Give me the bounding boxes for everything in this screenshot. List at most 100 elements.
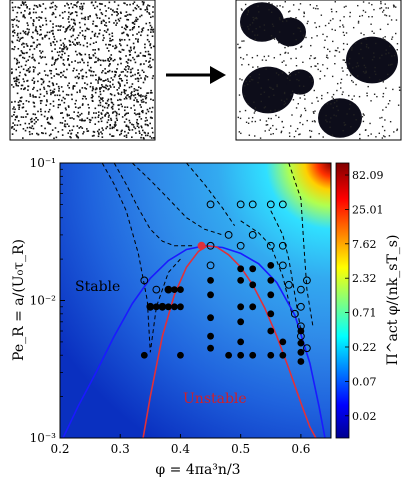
particle (73, 111, 75, 113)
particle (152, 99, 154, 101)
particle (120, 130, 123, 133)
particle (295, 48, 297, 50)
particle (124, 24, 127, 27)
particle (34, 66, 36, 69)
particle (129, 96, 132, 98)
particle (69, 129, 71, 132)
particle (278, 109, 280, 112)
particle (115, 129, 118, 131)
particle (52, 83, 54, 85)
particle (316, 96, 318, 99)
open-marker (278, 241, 287, 250)
particle (290, 17, 292, 19)
particle (138, 130, 141, 133)
particle (387, 52, 390, 54)
particle (145, 112, 148, 115)
particle (31, 57, 33, 59)
particle (382, 109, 384, 111)
particle (111, 135, 114, 137)
filled-marker (297, 348, 305, 356)
particle (132, 74, 134, 77)
particle (314, 22, 316, 24)
particle (272, 132, 274, 135)
particle (342, 48, 345, 51)
particle (139, 15, 141, 18)
particle (114, 44, 117, 47)
particle (117, 63, 119, 66)
particle (77, 107, 80, 109)
particle (376, 95, 378, 98)
particle (127, 132, 130, 134)
particle (81, 6, 83, 8)
particle (100, 112, 103, 114)
particle (15, 62, 18, 65)
particle (322, 33, 324, 36)
particle (12, 122, 14, 124)
particle (27, 32, 29, 35)
particle (89, 119, 92, 121)
particle (11, 19, 13, 21)
particle (39, 88, 42, 91)
particle (60, 56, 63, 59)
critical-point (197, 241, 206, 250)
particle (119, 84, 121, 87)
particle (287, 45, 289, 48)
particle (49, 20, 52, 22)
particle (247, 122, 250, 124)
particle (134, 78, 137, 80)
particle (26, 6, 28, 9)
particle (27, 89, 29, 91)
particle (42, 3, 45, 5)
particle (379, 7, 381, 10)
particle (391, 36, 394, 38)
particle (120, 44, 122, 47)
particle (61, 129, 64, 131)
particle (42, 80, 45, 83)
particle (123, 109, 126, 112)
particle (52, 90, 54, 93)
particle (40, 113, 43, 116)
particle (330, 8, 333, 10)
particle (27, 59, 30, 61)
particle (136, 4, 139, 7)
particle (296, 127, 299, 130)
particle (40, 110, 42, 113)
particle (152, 58, 154, 61)
particle (87, 130, 90, 132)
particle (108, 21, 111, 23)
particle (342, 31, 345, 34)
particle (62, 50, 64, 53)
particle (94, 32, 97, 35)
particle (148, 22, 151, 24)
particle (35, 28, 37, 30)
particle (270, 109, 272, 112)
particle (38, 62, 40, 65)
particle (326, 103, 329, 105)
particle (78, 72, 80, 75)
particle (326, 92, 329, 94)
particle (357, 65, 360, 67)
particle (243, 40, 245, 42)
particle (136, 99, 138, 101)
particle (38, 4, 41, 6)
particle (395, 32, 397, 35)
particle (281, 120, 283, 123)
particle (120, 62, 122, 65)
open-marker (248, 200, 257, 209)
particle (31, 133, 34, 135)
particle (395, 19, 398, 21)
particle (28, 8, 31, 10)
particle (295, 38, 297, 41)
particle (75, 134, 78, 136)
particle (75, 82, 78, 84)
particle (120, 132, 123, 135)
particle (50, 93, 52, 96)
particle (133, 90, 136, 93)
particle (318, 132, 320, 135)
particle (126, 18, 128, 21)
particle (298, 85, 301, 87)
particle (81, 58, 83, 61)
particle (272, 88, 275, 91)
particle (65, 76, 67, 79)
particle (75, 135, 78, 137)
